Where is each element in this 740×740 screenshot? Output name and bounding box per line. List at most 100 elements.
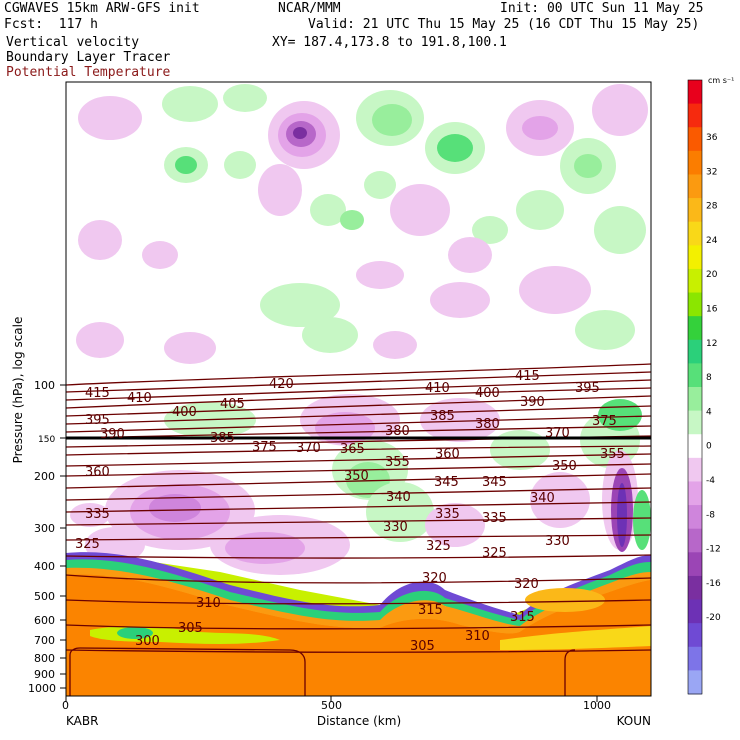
colorbar-label: 36	[706, 133, 718, 143]
theta-label: 415	[515, 369, 540, 384]
theta-label: 340	[386, 490, 411, 505]
colorbar-label: -4	[706, 476, 715, 486]
theta-label: 370	[545, 426, 570, 441]
theta-label: 355	[600, 447, 625, 462]
cross-section-endpoints: XY= 187.4,173.8 to 191.8,100.1	[272, 35, 507, 50]
y-tick-label: 150	[38, 435, 55, 445]
y-axis-label: Pressure (hPa), log scale	[11, 317, 25, 464]
theta-label: 305	[410, 639, 435, 654]
model-title: CGWAVES 15km ARW-GFS init	[4, 1, 200, 16]
colorbar-labels: 36 32 28 24 20 16 12 8 4 0 -4 -8 -12 -16 -20	[706, 133, 721, 623]
y-tick-label: 600	[34, 614, 55, 627]
center-label: NCAR/MMM	[278, 1, 341, 16]
theta-label: 315	[510, 610, 535, 625]
theta-label: 360	[85, 465, 110, 480]
colorbar-swatch	[688, 103, 702, 128]
x-start-station: KABR	[66, 714, 98, 728]
colorbar-label: -20	[706, 613, 721, 623]
theta-label: 380	[475, 417, 500, 432]
x-axis-label: Distance (km)	[317, 714, 401, 728]
x-end-station: KOUN	[617, 714, 651, 728]
y-tick-label: 100	[34, 379, 55, 392]
colorbar-swatch	[688, 363, 702, 388]
theta-label: 400	[475, 386, 500, 401]
y-tick-label: 1000	[28, 682, 56, 695]
theta-label: 370	[296, 441, 321, 456]
y-tick-label: 500	[34, 590, 55, 603]
theta-label: 335	[85, 507, 110, 522]
colorbar-swatch	[688, 552, 702, 577]
colorbar-label: -16	[706, 579, 721, 589]
init-time: Init: 00 UTC Sun 11 May 25	[500, 1, 704, 16]
y-tick-label: 400	[34, 560, 55, 573]
y-tick-label: 700	[34, 634, 55, 647]
boundary-layer-shading	[66, 552, 651, 696]
theta-label: 385	[430, 409, 455, 424]
plot-frame	[65, 81, 652, 697]
colorbar-swatch	[688, 457, 702, 482]
theta-label: 320	[514, 577, 539, 592]
theta-label: 345	[434, 475, 459, 490]
theta-label: 310	[465, 629, 490, 644]
theta-label: 390	[520, 395, 545, 410]
colorbar-label: 12	[706, 339, 717, 349]
field-label-boundary-layer-tracer: Boundary Layer Tracer	[6, 50, 171, 65]
theta-label: 350	[344, 469, 369, 484]
theta-label: 340	[530, 491, 555, 506]
theta-label: 330	[545, 534, 570, 549]
colorbar-swatch	[688, 670, 702, 695]
colorbar-swatch	[688, 387, 702, 412]
colorbar-label: 0	[706, 442, 712, 452]
theta-label: 395	[85, 413, 110, 428]
colorbar-label: 20	[706, 270, 718, 280]
colorbar-label: -8	[706, 510, 715, 520]
colorbar-swatch	[688, 623, 702, 648]
colorbar-swatch	[688, 434, 702, 459]
theta-label: 350	[552, 459, 577, 474]
x-tick-label: 1000	[583, 699, 611, 712]
vertical-velocity-shading-upper	[76, 84, 648, 364]
colorbar-swatch	[688, 221, 702, 246]
theta-label: 330	[383, 520, 408, 535]
colorbar-swatch	[688, 127, 702, 152]
colorbar-swatch	[688, 80, 702, 105]
forecast-hour: Fcst: 117 h	[4, 17, 98, 32]
colorbar-label: 16	[706, 305, 718, 315]
colorbar-swatch	[688, 339, 702, 364]
theta-label: 410	[425, 381, 450, 396]
theta-label: 385	[210, 431, 235, 446]
colorbar-label: 8	[706, 373, 712, 383]
x-axis	[65, 696, 598, 702]
y-axis	[60, 384, 66, 689]
colorbar-swatch	[688, 410, 702, 435]
colorbar-swatch	[688, 575, 702, 601]
colorbar-swatch	[688, 174, 702, 199]
theta-label: 320	[422, 571, 447, 586]
theta-label: 325	[426, 539, 451, 554]
y-tick-label: 300	[34, 522, 55, 535]
colorbar-swatch	[688, 245, 702, 270]
theta-label: 345	[482, 475, 507, 490]
theta-label: 395	[575, 381, 600, 396]
theta-label: 415	[85, 386, 110, 401]
theta-label: 420	[269, 377, 294, 392]
theta-label: 315	[418, 603, 443, 618]
colorbar-swatch	[688, 316, 702, 341]
theta-label: 325	[75, 537, 100, 552]
theta-label: 310	[196, 596, 221, 611]
theta-label: 375	[252, 440, 277, 455]
colorbar-swatch	[688, 292, 702, 317]
theta-label: 410	[127, 391, 152, 406]
field-label-potential-temperature: Potential Temperature	[6, 65, 171, 80]
colorbar-swatch	[688, 505, 702, 530]
theta-label: 325	[482, 546, 507, 561]
valid-time: Valid: 21 UTC Thu 15 May 25 (16 CDT Thu …	[308, 17, 700, 32]
colorbar	[687, 79, 703, 695]
colorbar-swatch	[688, 150, 702, 175]
x-tick-label: 0	[62, 699, 69, 712]
theta-label: 365	[340, 442, 365, 457]
theta-label: 305	[178, 621, 203, 636]
colorbar-label: -12	[706, 545, 721, 555]
y-tick-label: 800	[34, 652, 55, 665]
